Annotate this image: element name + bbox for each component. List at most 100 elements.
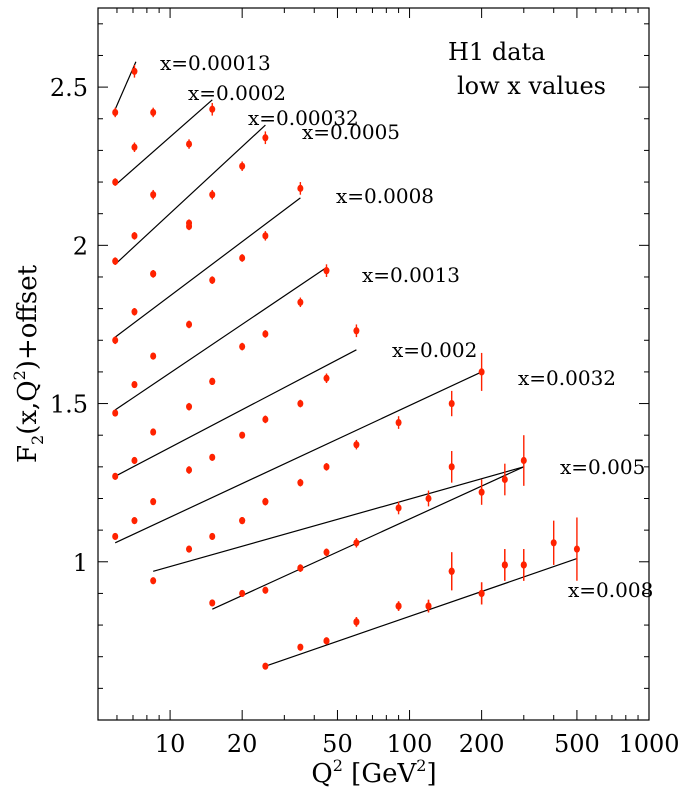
data-point: [150, 498, 157, 506]
data-point: [262, 586, 269, 594]
data-point: [112, 108, 119, 117]
fit-line: [153, 466, 524, 572]
data-point: [112, 257, 119, 265]
data-point: [209, 276, 216, 284]
data-point: [131, 517, 138, 525]
data-point: [239, 254, 246, 262]
data-point: [150, 428, 157, 436]
series-label: x=0.0002: [188, 81, 286, 105]
series-label: x=0.0013: [362, 263, 460, 287]
fit-line: [212, 466, 525, 610]
data-point: [239, 589, 246, 598]
data-point: [395, 504, 402, 512]
y-axis-title: F2(x,Q2)+offset: [10, 264, 47, 463]
data-point: [425, 602, 432, 610]
x-tick-label: 50: [322, 730, 353, 758]
chart-title-line-2: low x values: [457, 72, 606, 100]
fit-line: [114, 197, 301, 338]
data-point: [353, 441, 360, 449]
series-label: x=0.00013: [160, 51, 271, 75]
data-point: [323, 548, 330, 556]
data-point: [150, 352, 157, 360]
y-axis-title-part: )+offset: [13, 264, 43, 370]
x-tick-label: 100: [387, 730, 433, 758]
data-point: [112, 336, 119, 344]
data-point: [395, 602, 402, 610]
data-point: [425, 494, 432, 503]
data-point: [131, 67, 138, 75]
data-point: [186, 403, 193, 411]
data-point: [262, 415, 269, 423]
data-point: [262, 330, 269, 338]
fit-lines: [114, 61, 578, 667]
x-tick-label: 1000: [618, 730, 679, 758]
series-label: x=0.0032: [518, 366, 616, 390]
data-point: [131, 308, 138, 316]
data-point: [297, 564, 304, 572]
data-point: [239, 517, 246, 525]
fit-line: [114, 371, 482, 544]
data-point: [112, 472, 119, 480]
data-point: [209, 191, 216, 199]
data-point: [478, 368, 485, 376]
y-axis-title-part: F: [13, 445, 43, 463]
fit-line: [114, 124, 266, 265]
data-point: [501, 561, 508, 569]
series-label: x=0.005: [560, 455, 645, 479]
fit-line: [114, 99, 213, 186]
fit-line: [114, 349, 357, 477]
x-tick-label: 500: [554, 730, 600, 758]
fit-line: [265, 558, 578, 667]
data-point: [323, 637, 330, 645]
data-point: [112, 178, 119, 186]
data-point: [150, 191, 157, 199]
y-axis-title-sup: 2: [10, 370, 29, 380]
data-point: [209, 599, 216, 607]
data-point: [186, 219, 193, 227]
ticks-layer: 10 20 50 100 200 500 1000 1 1.5 2 2.5: [50, 8, 680, 758]
data-point: [520, 561, 527, 569]
data-point: [209, 453, 216, 461]
data-points: [112, 64, 580, 670]
data-point: [150, 270, 157, 278]
data-point: [297, 399, 304, 408]
data-point: [131, 143, 138, 151]
x-axis-title-sup: 2: [416, 756, 426, 775]
data-point: [239, 431, 246, 439]
data-point: [112, 409, 119, 417]
data-point: [353, 327, 360, 335]
data-point: [209, 105, 216, 113]
y-tick-label: 2: [73, 232, 88, 260]
data-point: [150, 108, 157, 117]
data-point: [131, 380, 138, 389]
y-tick-label: 1: [73, 549, 88, 577]
data-point: [186, 320, 193, 329]
y-axis-title-part: (x,Q: [13, 380, 43, 434]
series-label: x=0.002: [392, 338, 477, 362]
data-point: [323, 374, 330, 382]
x-tick-label: 10: [155, 730, 186, 758]
data-point: [448, 399, 455, 408]
fit-line: [114, 267, 327, 411]
data-point: [395, 418, 402, 427]
series-label: x=0.0005: [302, 120, 400, 144]
data-point: [353, 618, 360, 626]
y-tick-label: 1.5: [50, 391, 88, 419]
data-point: [573, 545, 580, 553]
data-point: [323, 267, 330, 275]
data-point: [150, 577, 157, 585]
data-point: [262, 662, 269, 670]
data-point: [239, 162, 246, 170]
data-point: [353, 539, 360, 547]
data-point: [131, 456, 138, 465]
data-point: [131, 232, 138, 240]
data-point: [262, 232, 269, 240]
data-point: [262, 498, 269, 506]
x-axis-title: Q2 [GeV2]: [311, 756, 436, 789]
data-point: [501, 475, 508, 484]
data-point: [520, 456, 527, 465]
data-point: [297, 479, 304, 487]
x-axis-title-part: [GeV: [343, 759, 418, 789]
